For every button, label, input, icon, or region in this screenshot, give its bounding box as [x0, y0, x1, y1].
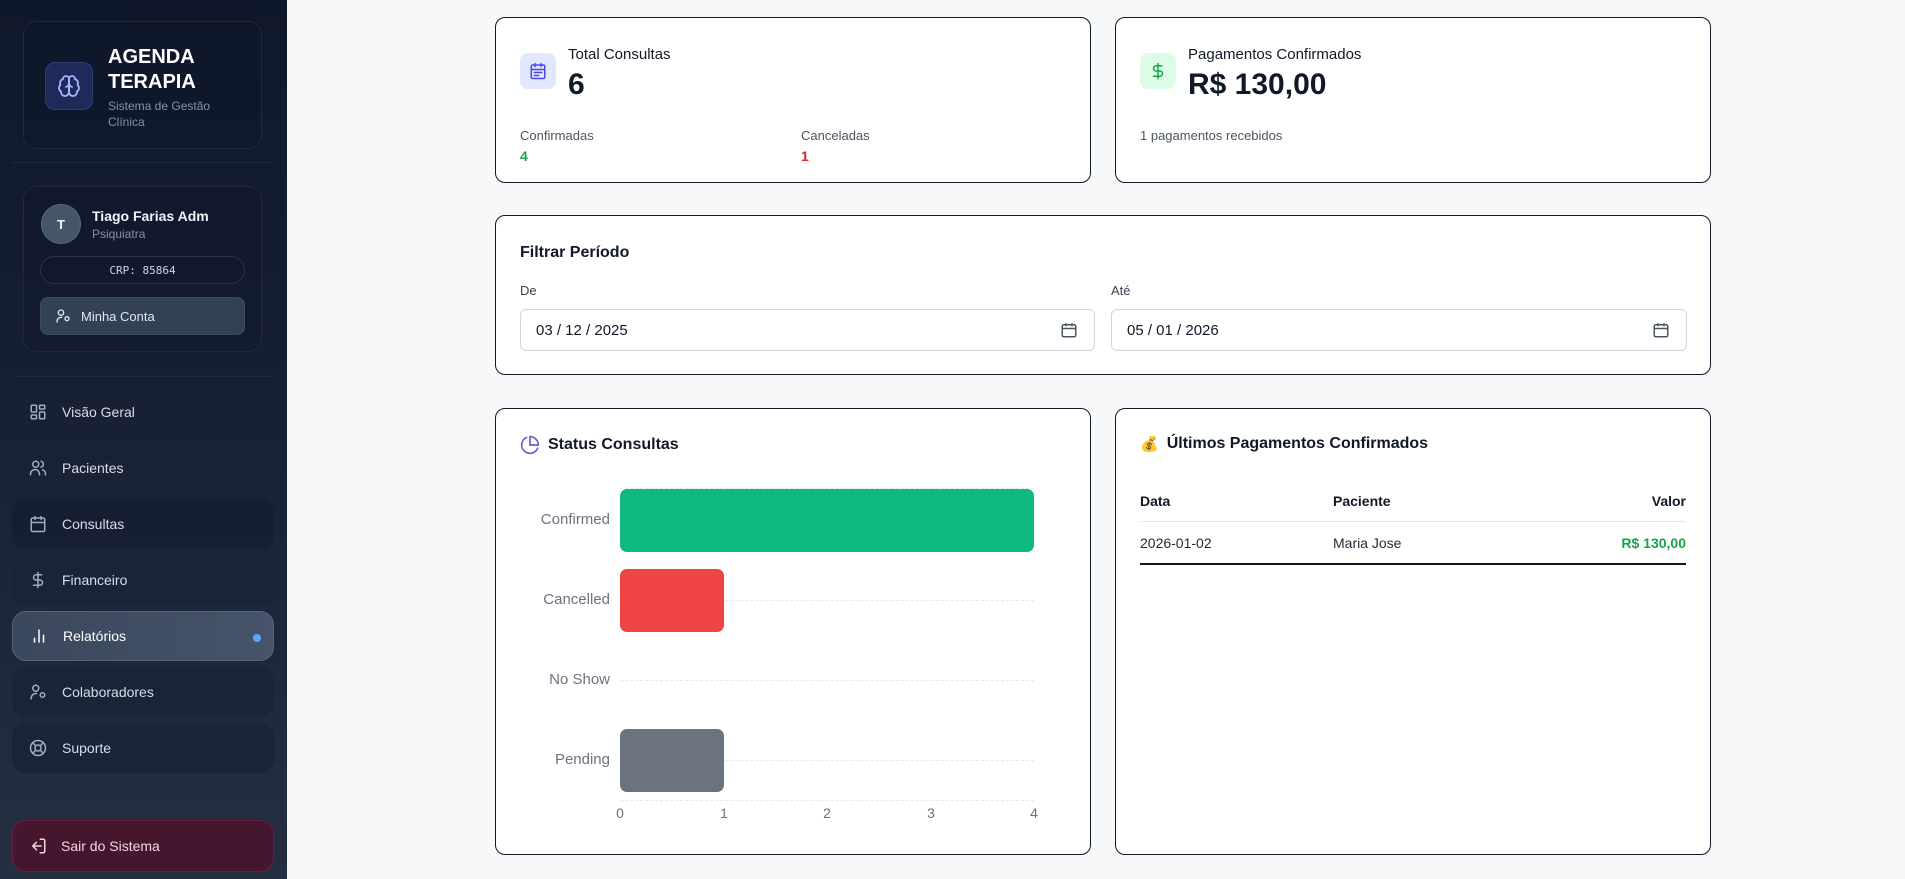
grid-line	[620, 600, 1034, 601]
x-tick: 2	[823, 805, 831, 821]
pagamentos-card: Pagamentos Confirmados R$ 130,00 1 pagam…	[1115, 17, 1711, 183]
brand-subtitle: Sistema de Gestão Clínica	[108, 99, 211, 129]
logout-button[interactable]: Sair do Sistema	[12, 820, 274, 872]
x-tick: 1	[720, 805, 728, 821]
x-tick: 4	[1030, 805, 1038, 821]
pie-chart-icon	[520, 435, 540, 455]
from-date-input[interactable]: 03 / 12 / 2025	[520, 309, 1095, 351]
status-chart-card: Status Consultas Confirmed Cancelled No …	[495, 408, 1091, 855]
calendar-icon[interactable]	[1652, 321, 1670, 343]
divider	[12, 162, 274, 163]
stat-value: 6	[568, 68, 585, 101]
stat-label: Pagamentos Confirmados	[1188, 46, 1362, 63]
divider	[12, 786, 274, 787]
to-date-input[interactable]: 05 / 01 / 2026	[1111, 309, 1687, 351]
payments-title: 💰 Últimos Pagamentos Confirmados	[1140, 435, 1428, 453]
calendar-icon[interactable]	[1060, 321, 1078, 343]
sidebar-item-label: Relatórios	[63, 628, 127, 644]
grid-line	[620, 680, 1034, 681]
user-role: Psiquiatra	[92, 227, 146, 241]
grid-line	[620, 488, 1034, 489]
sidebar-item-label: Colaboradores	[62, 684, 154, 700]
user-cog-icon	[28, 682, 48, 702]
payments-received-text: 1 pagamentos recebidos	[1140, 128, 1283, 143]
brand-card: AGENDA TERAPIA Sistema de Gestão Clínica	[23, 21, 262, 149]
stat-label: Total Consultas	[568, 46, 671, 63]
sidebar-nav: Visão Geral Pacientes Consultas Financei…	[12, 387, 274, 779]
from-date-value: 03 / 12 / 2025	[536, 321, 628, 339]
sidebar-item-suporte[interactable]: Suporte	[12, 723, 274, 773]
crp-badge: CRP: 85864	[40, 256, 245, 284]
confirmed-value: 4	[520, 148, 528, 164]
bar-cancelled	[620, 569, 724, 632]
calendar-icon	[28, 514, 48, 534]
user-card: T Tiago Farias Adm Psiquiatra CRP: 85864…	[23, 186, 262, 352]
user-cog-icon	[55, 308, 71, 324]
chart-category-label: Pending	[554, 751, 610, 768]
chart-category-label: Confirmed	[540, 511, 610, 528]
sidebar-item-consultas[interactable]: Consultas	[12, 499, 274, 549]
sidebar-item-label: Visão Geral	[62, 404, 135, 420]
payment-amount: R$ 130,00	[1514, 521, 1686, 565]
sidebar-item-pacientes[interactable]: Pacientes	[12, 443, 274, 493]
sidebar-item-colaboradores[interactable]: Colaboradores	[12, 667, 274, 717]
life-buoy-icon	[28, 738, 48, 758]
my-account-label: Minha Conta	[81, 308, 155, 324]
payment-patient: Maria Jose	[1333, 521, 1515, 565]
bar-pending	[620, 729, 724, 792]
dollar-icon	[1140, 53, 1176, 89]
stat-value: R$ 130,00	[1188, 68, 1327, 101]
chart-category-label: No Show	[549, 671, 610, 688]
chart-title-text: Status Consultas	[548, 436, 679, 453]
money-bag-icon: 💰	[1140, 436, 1159, 453]
cancelled-label: Canceladas	[801, 128, 870, 143]
active-indicator-dot	[253, 634, 261, 642]
filter-card: Filtrar Período De 03 / 12 / 2025 Até 05…	[495, 215, 1711, 375]
x-tick: 3	[927, 805, 935, 821]
calendar-icon	[520, 53, 556, 89]
avatar: T	[41, 204, 81, 244]
bar-chart-icon	[29, 626, 49, 646]
to-label: Até	[1111, 283, 1131, 298]
from-label: De	[520, 283, 537, 298]
sidebar-item-visao-geral[interactable]: Visão Geral	[12, 387, 274, 437]
bar-confirmed	[620, 489, 1034, 552]
x-tick: 0	[616, 805, 624, 821]
column-header-patient: Paciente	[1333, 479, 1515, 522]
payments-title-text: Últimos Pagamentos Confirmados	[1166, 435, 1429, 452]
column-header-date: Data	[1140, 479, 1333, 522]
payment-date: 2026-01-02	[1140, 521, 1333, 565]
grid-line	[620, 760, 1034, 761]
sidebar-item-label: Financeiro	[62, 572, 128, 588]
sidebar: AGENDA TERAPIA Sistema de Gestão Clínica…	[0, 0, 287, 879]
table-header-row: Data Paciente Valor	[1140, 479, 1686, 522]
users-icon	[28, 458, 48, 478]
dollar-icon	[28, 570, 48, 590]
logout-label: Sair do Sistema	[61, 838, 160, 854]
cancelled-value: 1	[801, 148, 809, 164]
sidebar-item-label: Pacientes	[62, 460, 124, 476]
chart-category-label: Cancelled	[543, 591, 610, 608]
log-out-icon	[29, 837, 47, 855]
chart-title: Status Consultas	[520, 435, 679, 455]
to-date-value: 05 / 01 / 2026	[1127, 321, 1219, 339]
sidebar-item-label: Consultas	[62, 516, 125, 532]
sidebar-item-financeiro[interactable]: Financeiro	[12, 555, 274, 605]
column-header-amount: Valor	[1514, 479, 1686, 522]
grid-line	[620, 800, 1034, 801]
payments-card: 💰 Últimos Pagamentos Confirmados Data Pa…	[1115, 408, 1711, 855]
brain-icon	[45, 62, 93, 110]
filter-title: Filtrar Período	[520, 244, 630, 261]
layout-grid-icon	[28, 402, 48, 422]
brand-title: AGENDA TERAPIA	[108, 46, 196, 93]
divider	[12, 376, 274, 377]
user-name: Tiago Farias Adm	[92, 208, 209, 224]
sidebar-item-relatorios[interactable]: Relatórios	[12, 611, 274, 661]
table-row: 2026-01-02 Maria Jose R$ 130,00	[1140, 521, 1686, 565]
payments-table: Data Paciente Valor 2026-01-02 Maria Jos…	[1140, 479, 1686, 565]
my-account-button[interactable]: Minha Conta	[40, 297, 245, 335]
total-consultas-card: Total Consultas 6 Confirmadas 4 Cancelad…	[495, 17, 1091, 183]
sidebar-item-label: Suporte	[62, 740, 112, 756]
confirmed-label: Confirmadas	[520, 128, 594, 143]
